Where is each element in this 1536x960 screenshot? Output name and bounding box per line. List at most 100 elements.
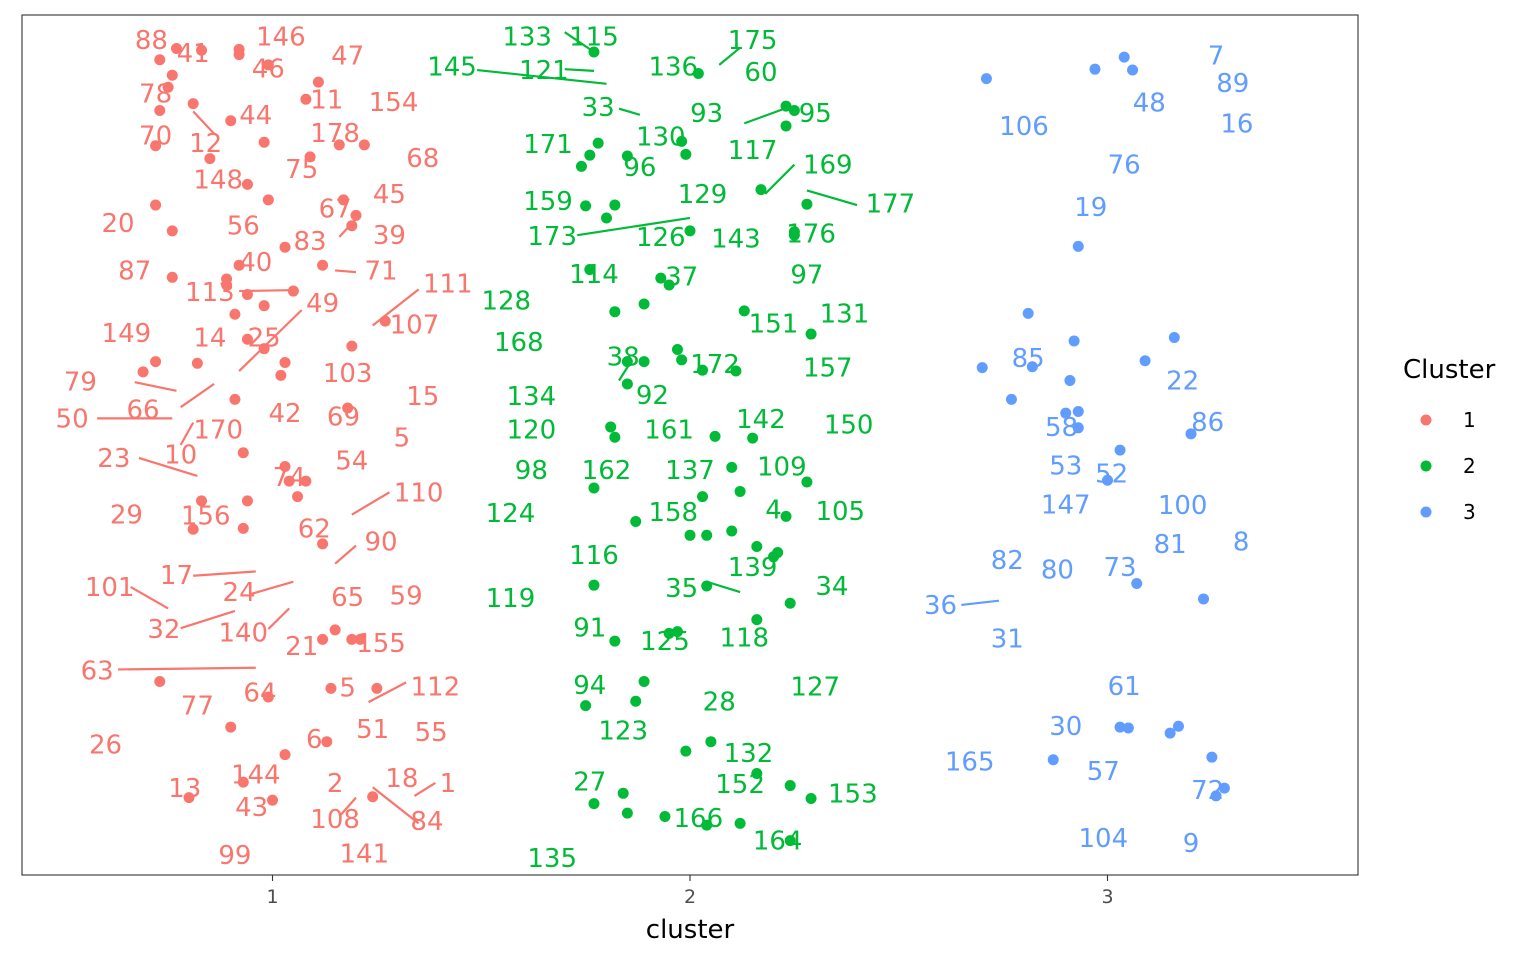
data-point-cluster-3 [1127, 64, 1139, 76]
point-label-cluster-2: 37 [665, 262, 698, 292]
point-label-cluster-2: 176 [786, 219, 836, 249]
point-label-cluster-2: 173 [527, 222, 577, 252]
data-point-cluster-1 [196, 495, 208, 507]
data-point-cluster-1 [196, 44, 208, 56]
point-label-cluster-1: 67 [319, 195, 352, 225]
data-point-cluster-1 [346, 220, 358, 232]
data-point-cluster-2 [609, 431, 621, 443]
point-label-cluster-2: 35 [665, 574, 698, 604]
point-label-cluster-1: 5 [394, 423, 411, 453]
x-tick-label: 3 [1101, 886, 1113, 908]
data-point-cluster-2 [671, 626, 683, 638]
data-point-cluster-3 [1026, 361, 1038, 373]
data-point-cluster-2 [747, 432, 759, 444]
data-point-cluster-1 [154, 104, 166, 116]
point-label-cluster-3: 48 [1133, 89, 1166, 119]
data-point-cluster-1 [333, 139, 345, 151]
data-point-cluster-1 [275, 369, 287, 381]
data-point-cluster-2 [734, 817, 746, 829]
point-label-cluster-3: 7 [1208, 41, 1225, 71]
data-point-cluster-1 [287, 285, 299, 297]
point-label-cluster-2: 151 [749, 310, 799, 340]
leader-line-cluster-1 [179, 422, 195, 446]
point-label-cluster-2: 27 [573, 767, 606, 797]
data-point-cluster-1 [170, 43, 182, 55]
legend-key-cluster-3 [1420, 506, 1432, 518]
data-point-cluster-3 [1168, 332, 1180, 343]
point-label-cluster-3: 81 [1154, 530, 1187, 560]
data-point-cluster-1 [317, 259, 329, 271]
point-label-cluster-1: 75 [285, 155, 318, 185]
point-label-cluster-1: 149 [102, 319, 152, 349]
point-label-cluster-1: 90 [365, 527, 398, 557]
point-label-cluster-1: 107 [390, 311, 440, 341]
point-label-cluster-3: 89 [1216, 69, 1249, 99]
data-point-cluster-2 [768, 551, 779, 563]
data-point-cluster-1 [379, 315, 391, 327]
data-point-cluster-1 [262, 59, 274, 71]
label-leader-lines [97, 31, 1000, 825]
point-label-cluster-3: 100 [1158, 491, 1208, 521]
data-point-cluster-3 [1064, 375, 1076, 386]
data-point-cluster-3 [1122, 722, 1134, 734]
data-point-cluster-2 [805, 328, 817, 340]
data-point-cluster-2 [755, 184, 767, 196]
point-label-cluster-1: 84 [410, 807, 443, 837]
data-point-cluster-3 [1139, 355, 1151, 367]
point-label-cluster-2: 96 [623, 153, 656, 183]
leader-line-cluster-2 [564, 68, 595, 72]
point-label-cluster-2: 158 [648, 498, 698, 528]
point-label-cluster-1: 54 [335, 446, 368, 476]
point-label-cluster-1: 144 [231, 760, 281, 790]
data-point-cluster-3 [1114, 444, 1126, 456]
point-label-cluster-1: 1 [440, 769, 457, 799]
legend: Cluster 1 2 3 [1403, 355, 1496, 524]
data-point-cluster-3 [1068, 335, 1080, 347]
point-label-cluster-2: 60 [744, 58, 777, 88]
data-point-cluster-2 [638, 356, 650, 368]
data-point-cluster-2 [588, 46, 600, 58]
point-label-cluster-1: 47 [331, 41, 364, 71]
data-point-cluster-2 [638, 676, 650, 687]
point-label-cluster-3: 8 [1233, 527, 1250, 557]
point-label-cluster-1: 18 [385, 764, 418, 794]
leader-line-cluster-2 [618, 107, 641, 116]
point-label-cluster-1: 79 [64, 367, 97, 397]
point-label-cluster-2: 33 [582, 93, 615, 123]
point-label-cluster-3: 31 [991, 625, 1024, 655]
leader-line-cluster-2 [564, 31, 595, 53]
point-label-cluster-2: 95 [799, 99, 832, 129]
point-label-cluster-2: 121 [519, 56, 569, 86]
point-label-cluster-2: 136 [648, 53, 698, 83]
point-label-cluster-3: 16 [1220, 109, 1253, 139]
data-point-cluster-2 [617, 787, 629, 799]
data-point-cluster-3 [1102, 474, 1113, 486]
point-label-cluster-1: 156 [181, 502, 231, 532]
data-point-cluster-3 [980, 73, 992, 85]
data-point-cluster-2 [788, 229, 800, 241]
point-label-cluster-2: 98 [515, 456, 548, 486]
point-label-cluster-2: 145 [427, 53, 477, 83]
data-point-cluster-1 [346, 340, 358, 352]
leader-line-cluster-2 [764, 163, 796, 195]
data-point-cluster-2 [588, 482, 600, 494]
point-label-cluster-2: 137 [665, 456, 715, 486]
point-label-cluster-3: 85 [1012, 344, 1045, 374]
point-label-cluster-2: 117 [728, 136, 778, 166]
x-axis-title: cluster [646, 915, 735, 945]
point-label-cluster-2: 177 [866, 189, 916, 219]
x-tick-label: 2 [684, 886, 696, 908]
point-label-cluster-3: 147 [1041, 490, 1091, 520]
data-point-cluster-2 [805, 792, 817, 804]
point-label-cluster-1: 148 [193, 165, 243, 195]
data-point-cluster-3 [1072, 422, 1084, 434]
data-point-cluster-1 [279, 241, 291, 253]
data-point-cluster-1 [279, 356, 291, 368]
plot-panel-border [21, 14, 1359, 876]
point-label-cluster-1: 112 [411, 673, 461, 703]
point-label-cluster-1: 24 [223, 578, 256, 608]
point-label-cluster-1: 71 [365, 256, 398, 286]
data-point-cluster-2 [575, 160, 587, 172]
data-point-cluster-1 [337, 194, 349, 206]
